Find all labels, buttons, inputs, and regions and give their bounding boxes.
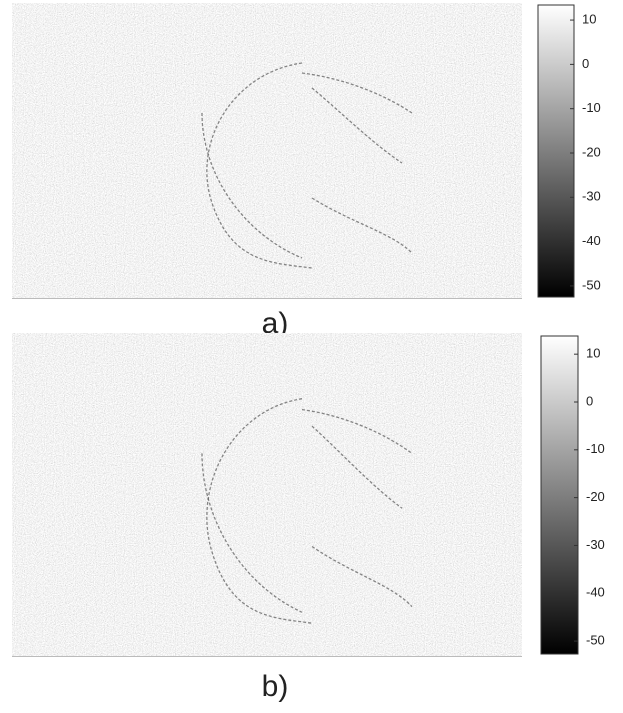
colorbar bbox=[540, 335, 579, 655]
sar-image bbox=[12, 3, 522, 298]
image-feature bbox=[206, 62, 313, 269]
sar-image bbox=[12, 333, 522, 656]
colorbar-tick-label: 10 bbox=[586, 346, 600, 361]
image-border bbox=[12, 656, 522, 657]
colorbar-tick-label: -20 bbox=[582, 144, 601, 159]
image-border bbox=[12, 298, 522, 299]
image-feature bbox=[311, 197, 413, 254]
image-feature bbox=[206, 398, 313, 624]
colorbar-tick-label: -30 bbox=[586, 537, 605, 552]
colorbar-tick-label: -10 bbox=[582, 100, 601, 115]
image-feature bbox=[301, 408, 413, 454]
colorbar-tick-label: 10 bbox=[582, 12, 596, 27]
colorbar-tick-label: -30 bbox=[582, 189, 601, 204]
image-feature bbox=[311, 545, 413, 608]
colorbar-tick-label: -20 bbox=[586, 489, 605, 504]
colorbar-tick-label: -40 bbox=[582, 233, 601, 248]
colorbar-tick-label: -40 bbox=[586, 585, 605, 600]
colorbar bbox=[537, 4, 575, 298]
colorbar-tick-label: -10 bbox=[586, 441, 605, 456]
colorbar-tick-label: -50 bbox=[586, 633, 605, 648]
image-feature bbox=[311, 425, 403, 509]
image-feature bbox=[301, 72, 413, 114]
colorbar-tick-label: 0 bbox=[582, 56, 589, 71]
colorbar-tick-label: 0 bbox=[586, 393, 593, 408]
image-feature bbox=[201, 112, 303, 259]
image-feature bbox=[311, 87, 403, 164]
caption: b) bbox=[262, 670, 289, 703]
colorbar-tick-label: -50 bbox=[582, 277, 601, 292]
